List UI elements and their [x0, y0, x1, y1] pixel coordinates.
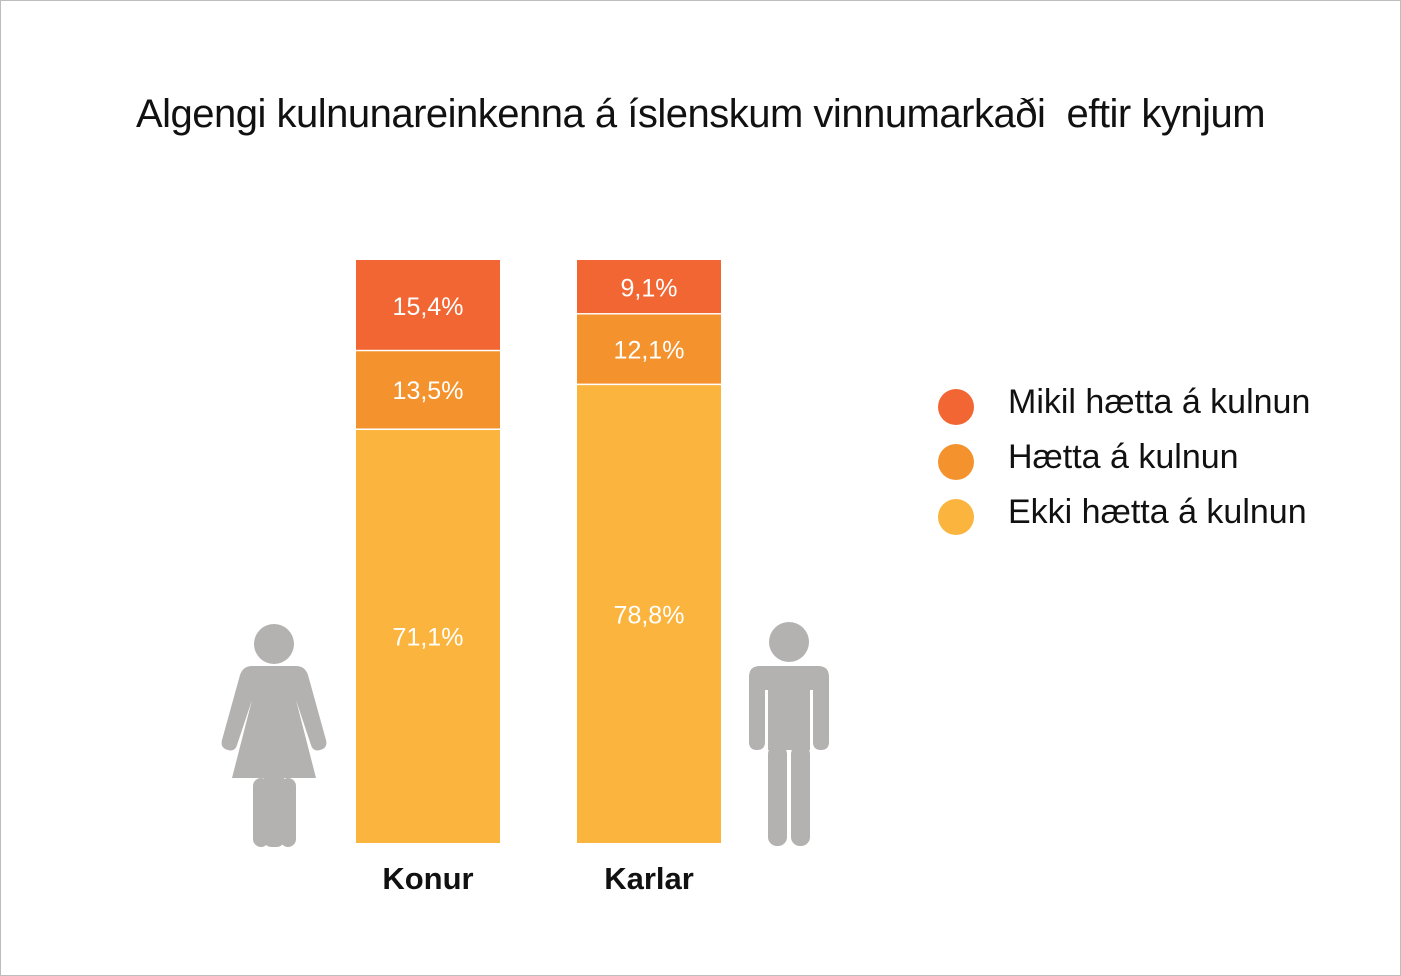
data-label: 78,8% — [614, 601, 685, 629]
legend-swatch — [938, 499, 974, 535]
legend-label: Ekki hætta á kulnun — [1008, 493, 1307, 531]
bar-segment-konur-mikil-h-tta-a-kulnun — [356, 260, 500, 350]
icons-group — [221, 622, 829, 847]
data-label: 12,1% — [614, 336, 685, 364]
bar-segment-konur-ekki-h-tta-a-kulnun — [356, 428, 500, 843]
bar-konur: 71,1% 13,5% 15,4% Konur — [356, 260, 500, 896]
legend-label: Hætta á kulnun — [1008, 438, 1239, 476]
data-label: 13,5% — [393, 377, 464, 405]
category-label-karlar: Karlar — [604, 861, 694, 896]
woman-icon — [221, 624, 327, 847]
data-label: 9,1% — [621, 275, 678, 303]
category-label-konur: Konur — [382, 861, 473, 896]
bars-group: 71,1% 13,5% 15,4% Konur 78,8% 12,1% 9,1% Karlar — [356, 260, 721, 896]
data-label: 71,1% — [393, 624, 464, 652]
bar-karlar: 78,8% 12,1% 9,1% Karlar — [577, 260, 721, 896]
legend-swatch — [938, 444, 974, 480]
bar-segment-karlar-h-tta-a-kulnun — [577, 313, 721, 384]
legend-swatch — [938, 389, 974, 425]
bar-segment-konur-h-tta-a-kulnun — [356, 349, 500, 429]
legend-label: Mikil hætta á kulnun — [1008, 383, 1311, 421]
bar-segment-karlar-ekki-h-tta-a-kulnun — [577, 383, 721, 843]
chart-title: Algengi kulnunareinkenna á íslenskum vin… — [135, 92, 1266, 136]
man-icon — [749, 622, 829, 846]
data-label: 15,4% — [393, 293, 464, 321]
bar-segment-karlar-mikil-h-tta-a-kulnun — [577, 260, 721, 314]
